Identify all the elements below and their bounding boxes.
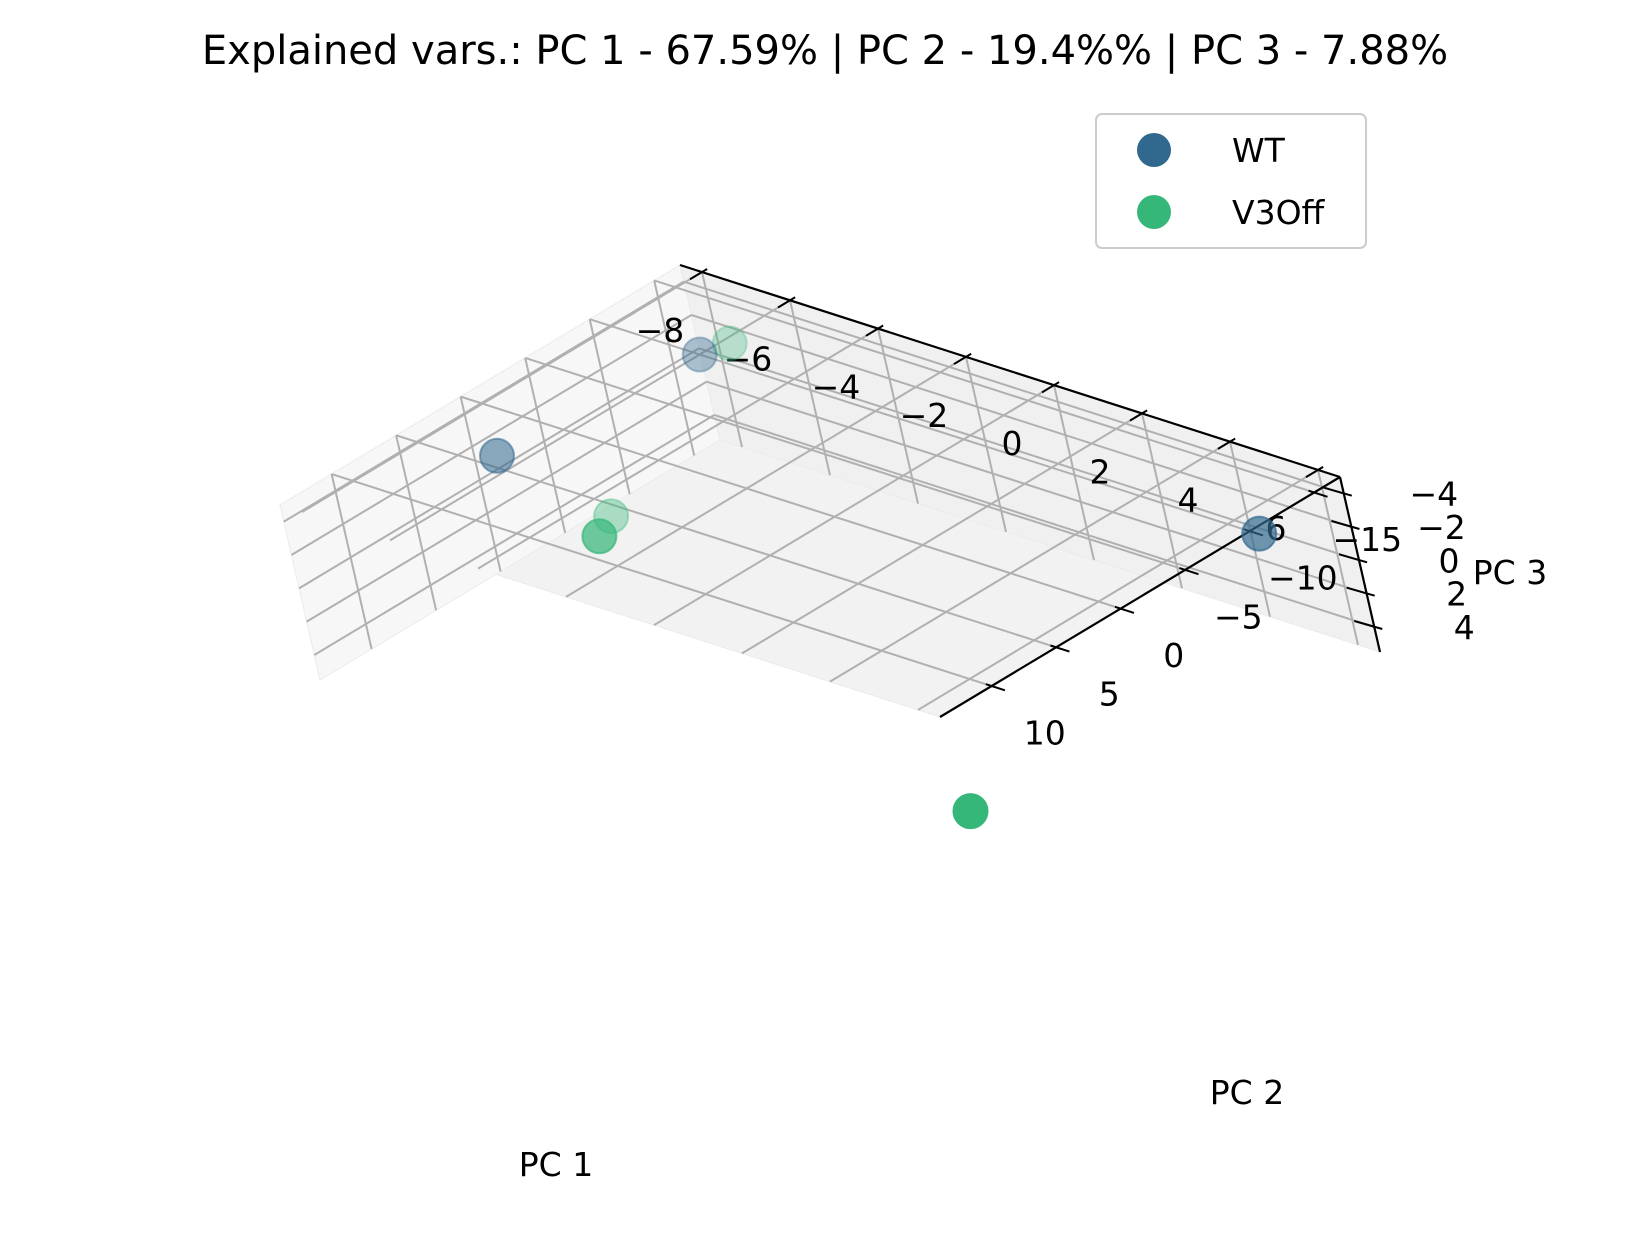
chart-title: Explained vars.: PC 1 - 67.59% | PC 2 - … (202, 28, 1448, 74)
x-tick-mark (985, 683, 1006, 692)
y-tick-label: −6 (724, 339, 773, 378)
grid-line-x-wall (588, 318, 631, 495)
grid-line-y-wall (877, 328, 919, 504)
z-axis-line (1338, 476, 1382, 653)
y-tick-label: −8 (636, 311, 685, 350)
y-tick-label: 2 (1089, 452, 1110, 491)
grid-line-x-wall (459, 396, 502, 572)
data-point-wt (1241, 515, 1278, 552)
axis-panes (278, 264, 1381, 718)
z-tick-mark (1323, 486, 1353, 497)
y-tick-label: 4 (1177, 481, 1198, 520)
grid-line-y-floor (829, 440, 1231, 683)
y-tick-label: −2 (900, 396, 949, 435)
grid-line-y-wall (701, 271, 743, 448)
x-axis-label: PC 1 (519, 1145, 593, 1184)
grid-line-y-wall (789, 300, 831, 476)
x-tick-mark (1179, 567, 1199, 576)
y-tick-label: 0 (1001, 424, 1022, 463)
grid-line-x-wall (395, 435, 438, 611)
y-tick-mark (1129, 409, 1148, 422)
legend-label-wt: WT (1232, 131, 1286, 170)
y-axis-label: PC 2 (1210, 1073, 1284, 1112)
grid-line-z-right (691, 314, 1352, 528)
grid-line-z-right (706, 380, 1367, 595)
y-tick-mark (1041, 381, 1060, 394)
grid-line-x-wall (330, 473, 373, 650)
y-tick-mark (953, 352, 972, 365)
x-tick-mark (1050, 644, 1070, 653)
x-tick-label: 0 (1163, 636, 1184, 675)
grid-line-y-floor (741, 412, 1143, 655)
grid-line-y-wall (1317, 469, 1359, 646)
grid-line-z-left (306, 380, 708, 623)
x-tick-label: −10 (1268, 559, 1338, 598)
x-tick-label: 5 (1099, 675, 1120, 714)
z-tick-label: 2 (1446, 575, 1467, 614)
x-axis-line (939, 476, 1341, 718)
grid-line-z-right (683, 280, 1345, 495)
y-tick-mark (865, 324, 884, 337)
data-point-v3off (581, 518, 618, 555)
grid-line-y-floor (389, 299, 791, 542)
data-point-v3off (711, 325, 748, 362)
y-tick-mark (1217, 437, 1236, 450)
z-tick-mark (1338, 553, 1368, 564)
grid-lines (283, 271, 1375, 711)
grid-line-y-floor (565, 356, 967, 598)
z-tick-label: −2 (1417, 508, 1466, 547)
y-tick-label: −4 (812, 368, 861, 407)
grid-line-y-floor (917, 469, 1319, 711)
x-tick-label: −5 (1214, 597, 1263, 636)
x-tick-label: 10 (1024, 713, 1066, 752)
grid-line-y-floor (653, 384, 1055, 626)
grid-line-z-left (290, 314, 692, 556)
grid-line-x-wall (653, 280, 696, 456)
z-tick-mark (1346, 586, 1375, 597)
z-tick-label: −4 (1409, 475, 1458, 514)
grid-line-z-left (283, 280, 685, 523)
y-tick-mark (689, 268, 708, 281)
grid-line-y-floor (477, 327, 879, 570)
z-tick-label: 4 (1454, 608, 1475, 647)
grid-line-y-floor (301, 271, 703, 513)
data-point-v3off (952, 793, 989, 830)
z-axis-label: PC 3 (1473, 553, 1547, 592)
data-points (479, 325, 1278, 830)
legend-marker-v3off (1137, 195, 1171, 229)
z-tick-mark (1354, 620, 1383, 630)
grid-line-y-wall (1053, 384, 1095, 561)
data-point-wt (681, 336, 718, 373)
grid-line-y-wall (965, 356, 1007, 533)
x-tick-mark (1114, 605, 1135, 614)
y-tick-mark (777, 296, 796, 309)
data-point-wt (479, 437, 515, 474)
z-tick-mark (1331, 520, 1360, 530)
y-tick-mark (1305, 465, 1324, 478)
legend: WT V3Off (1095, 113, 1367, 249)
grid-line-y-wall (1141, 413, 1183, 589)
x-tick-label: −15 (1332, 520, 1402, 559)
z-tick-label: 0 (1439, 541, 1460, 580)
legend-marker-wt (1137, 133, 1171, 167)
legend-frame (1095, 113, 1367, 249)
legend-label-v3off: V3Off (1232, 193, 1326, 232)
grid-line-z-left (313, 414, 715, 656)
x-tick-mark (1308, 489, 1328, 498)
grid-line-x-wall (524, 357, 567, 534)
grid-line-z-right (713, 414, 1375, 628)
